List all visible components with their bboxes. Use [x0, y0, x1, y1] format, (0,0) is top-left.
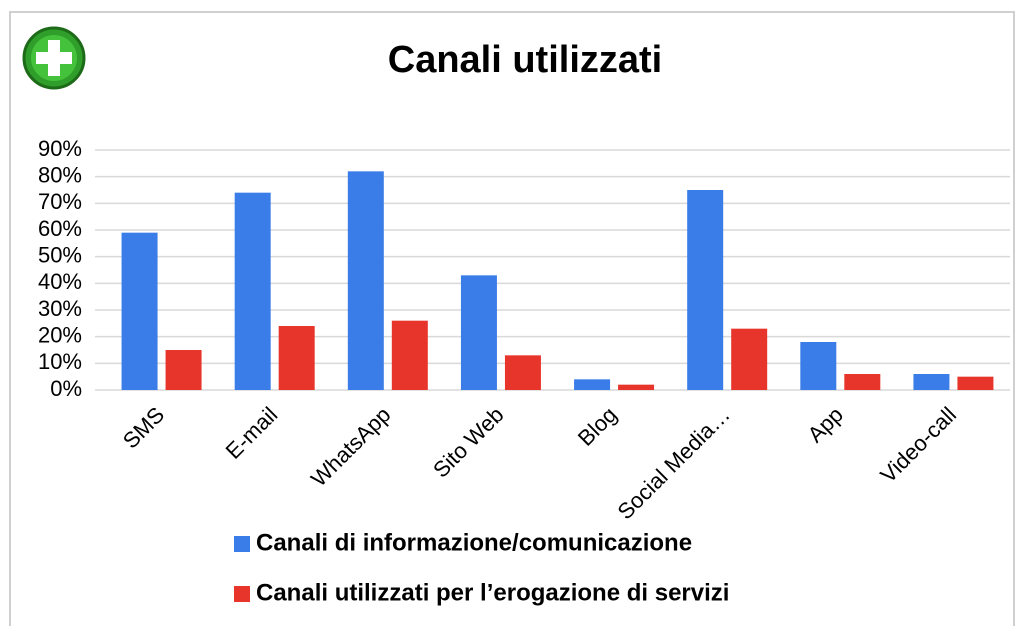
y-tick-label: 50% — [38, 242, 82, 267]
legend-swatch — [234, 536, 250, 552]
bar — [913, 374, 950, 390]
y-tick-label: 60% — [38, 216, 82, 241]
bar — [347, 171, 384, 390]
y-tick-label: 80% — [38, 162, 82, 187]
chart-title: Canali utilizzati — [388, 39, 662, 81]
y-tick-label: 20% — [38, 322, 82, 347]
bar — [121, 232, 158, 390]
bar — [618, 384, 655, 390]
y-tick-label: 70% — [38, 189, 82, 214]
bar — [574, 379, 611, 390]
bar — [234, 192, 271, 390]
frame — [9, 11, 1015, 626]
bar — [165, 350, 202, 390]
bar — [687, 190, 724, 390]
bar — [957, 376, 994, 390]
add-icon — [22, 26, 86, 90]
y-tick-label: 10% — [38, 349, 82, 374]
bar — [844, 374, 881, 390]
bar — [504, 355, 541, 390]
y-tick-label: 40% — [38, 269, 82, 294]
bar — [460, 275, 497, 390]
bar — [731, 328, 768, 390]
y-tick-label: 90% — [38, 136, 82, 161]
legend-label: Canali utilizzati per l’erogazione di se… — [256, 579, 729, 606]
legend-swatch — [234, 586, 250, 602]
bar — [391, 320, 428, 390]
y-tick-label: 30% — [38, 296, 82, 321]
y-tick-label: 0% — [50, 376, 82, 401]
legend-label: Canali di informazione/comunicazione — [256, 529, 692, 556]
bar — [278, 326, 315, 390]
bar — [800, 342, 837, 390]
